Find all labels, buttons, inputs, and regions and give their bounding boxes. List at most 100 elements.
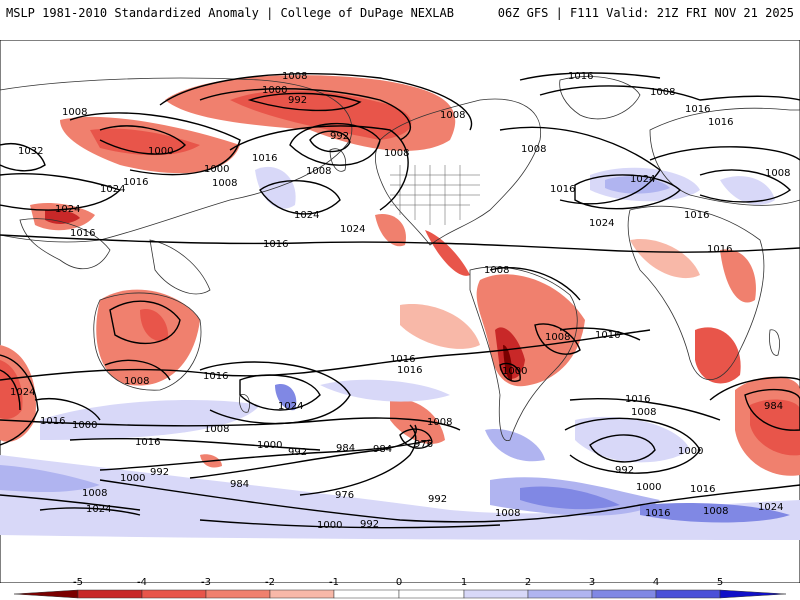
isobar-label: 992 — [615, 465, 634, 476]
isobar-label: 1016 — [263, 239, 288, 250]
colorbar-tick: 2 — [525, 577, 531, 588]
colorbar-swatch — [269, 589, 335, 599]
anomaly-europe — [720, 176, 775, 205]
isobar-label: 1000 — [257, 440, 282, 451]
isobar-label: 1016 — [135, 437, 160, 448]
isobar-label: 1008 — [204, 424, 229, 435]
isobar-label: 1008 — [631, 407, 656, 418]
isobar-label: 1016 — [397, 365, 422, 376]
coast-india-arabia — [19, 218, 111, 269]
coast-south-america — [469, 266, 578, 441]
isobar-label: 976 — [414, 439, 433, 450]
isobar-984-east — [744, 388, 800, 431]
colorbar-tick: 3 — [589, 577, 595, 588]
isobar-label: 984 — [373, 444, 392, 455]
isobar-label: 1016 — [684, 210, 709, 221]
isobar-1000-south — [69, 437, 321, 451]
anomaly-south-africa — [695, 327, 741, 384]
isobar-984-south — [189, 424, 417, 479]
anomaly-south-america-core — [495, 327, 525, 379]
isobar-label: 1000 — [502, 366, 527, 377]
isobar-label: 1000 — [204, 164, 229, 175]
anomaly-map: 1008 1000 992 1008 992 1008 1000 1032 10… — [0, 40, 800, 583]
isobar-1024-npac — [259, 180, 341, 215]
colorbar-swatch — [398, 589, 465, 599]
anomaly-southern-ocean — [0, 455, 800, 540]
coast-north-america — [375, 98, 542, 246]
colorbar-swatches — [13, 589, 787, 599]
isobar-label: 1024 — [86, 504, 111, 515]
isobar-1008-australia-south — [104, 359, 171, 381]
isobar-1000-siberia — [199, 88, 412, 141]
coast-greenland — [559, 76, 641, 120]
isobar-992-siberia — [247, 92, 362, 112]
isobar-label: 1024 — [589, 218, 614, 229]
isobar-label: 1000 — [72, 420, 97, 431]
colorbar-swatch — [463, 589, 529, 599]
colorbar-tick: 5 — [717, 577, 723, 588]
anomaly-central-asia-core — [90, 128, 200, 156]
colorbar-swatch-max — [719, 589, 787, 599]
coast-europe — [649, 107, 800, 206]
isobar-label: 1000 — [148, 146, 173, 157]
map-title: MSLP 1981-2010 Standardized Anomaly | Co… — [6, 6, 454, 20]
isobar-label: 1024 — [294, 210, 319, 221]
isobar-label: 1008 — [82, 488, 107, 499]
isobar-1000-west — [0, 354, 39, 446]
isobar-1008-south — [0, 417, 461, 431]
isobar-1008-southern — [0, 494, 141, 511]
isobar-1016-south-indian — [199, 361, 351, 425]
isobar-label: 984 — [230, 479, 249, 490]
run-valid-time: 06Z GFS | F111 Valid: 21Z FRI NOV 21 202… — [497, 6, 794, 20]
isobar-1024-europe — [699, 169, 792, 203]
isobar-label: 1016 — [685, 104, 710, 115]
anomaly-colorbar: -5 -4 -3 -2 -1 0 1 2 3 4 5 — [13, 577, 787, 599]
isobar-label: 1000 — [262, 85, 287, 96]
isobar-label: 1024 — [758, 502, 783, 513]
isobar-976-south — [299, 424, 417, 496]
isobar-label: 1008 — [495, 508, 520, 519]
isobar-label: 1024 — [630, 174, 655, 185]
colorbar-tick: -4 — [137, 577, 147, 588]
colorbar-swatch — [205, 589, 271, 599]
isobar-label: 1024 — [10, 387, 35, 398]
colorbar-tick: -5 — [73, 577, 83, 588]
isobar-label: 1016 — [252, 153, 277, 164]
colorbar-ticks: -5 -4 -3 -2 -1 0 1 2 3 4 5 — [73, 577, 723, 588]
anomaly-south-indian — [40, 400, 260, 440]
isobar-976-low — [399, 428, 433, 449]
isobar-label: 1008 — [282, 71, 307, 82]
isobar-label: 1008 — [484, 265, 509, 276]
anomaly-antarctic-east — [640, 503, 790, 523]
coast-australia — [93, 292, 202, 391]
coast-southeast-asia — [149, 239, 211, 295]
colorbar-tick: -1 — [329, 577, 339, 588]
isobar-1024-south-indian — [239, 374, 321, 411]
isobar-1016-arctic — [519, 72, 661, 81]
isobar-label: 1016 — [568, 71, 593, 82]
isobar-label: 1000 — [636, 482, 661, 493]
colorbar-swatch — [77, 589, 143, 599]
anomaly-east-africa — [720, 249, 756, 303]
isobar-1024-atlantic — [574, 174, 682, 210]
colorbar-tick: 0 — [396, 577, 402, 588]
isobar-label: 1016 — [595, 330, 620, 341]
isobar-label: 1000 — [678, 446, 703, 457]
isobar-1000-argentina — [499, 362, 521, 382]
isobar-label: 992 — [288, 95, 307, 106]
isobar-1000-east — [709, 376, 800, 401]
isobar-label: 1008 — [545, 332, 570, 343]
isobar-1016-europe — [649, 146, 800, 161]
isobar-1016-south — [0, 329, 651, 381]
isobar-label: 1008 — [650, 87, 675, 98]
isobar-1016-atlantic — [499, 126, 661, 205]
anomaly-southern-ocean-core — [520, 486, 620, 510]
isobar-label: 992 — [360, 519, 379, 530]
isobar-label: 1016 — [625, 394, 650, 405]
isobar-1016-tropics — [0, 234, 800, 253]
isobar-1016-west — [34, 398, 101, 421]
isobar-label: 984 — [764, 401, 783, 412]
isobar-992-south-atlantic — [589, 434, 656, 463]
isobar-label: 1016 — [40, 416, 65, 427]
anomaly-north-atlantic-core — [605, 176, 670, 194]
